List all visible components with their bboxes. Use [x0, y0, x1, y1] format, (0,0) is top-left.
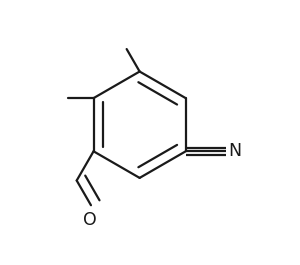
Text: O: O	[83, 211, 97, 229]
Text: N: N	[228, 142, 241, 160]
